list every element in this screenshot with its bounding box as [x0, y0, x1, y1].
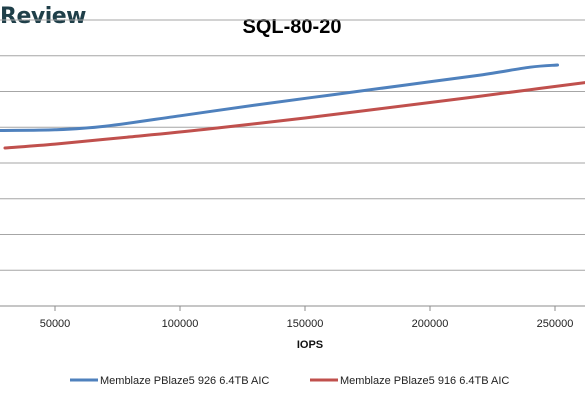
x-tick-label: 150000 [287, 318, 324, 330]
series-line-1 [0, 63, 559, 132]
x-tick-label: 200000 [412, 318, 449, 330]
legend-label-1: Memblaze PBlaze5 926 6.4TB AIC [100, 375, 269, 387]
series-line-2 [3, 81, 585, 150]
x-tick-label: 100000 [162, 318, 199, 330]
x-axis-tick-labels: 50000 100000 150000 200000 250000 [40, 306, 574, 330]
x-tick-label: 250000 [537, 318, 574, 330]
legend-label-2: Memblaze PBlaze5 916 6.4TB AIC [340, 375, 509, 387]
legend: Memblaze PBlaze5 926 6.4TB AIC Memblaze P… [70, 375, 509, 387]
chart-title: SQL-80-20 [243, 16, 342, 38]
series-lines [0, 63, 585, 150]
x-axis-title: IOPS [297, 339, 323, 351]
gridlines [0, 19, 585, 307]
brand-watermark: Review [0, 4, 87, 29]
x-tick-label: 50000 [40, 318, 71, 330]
